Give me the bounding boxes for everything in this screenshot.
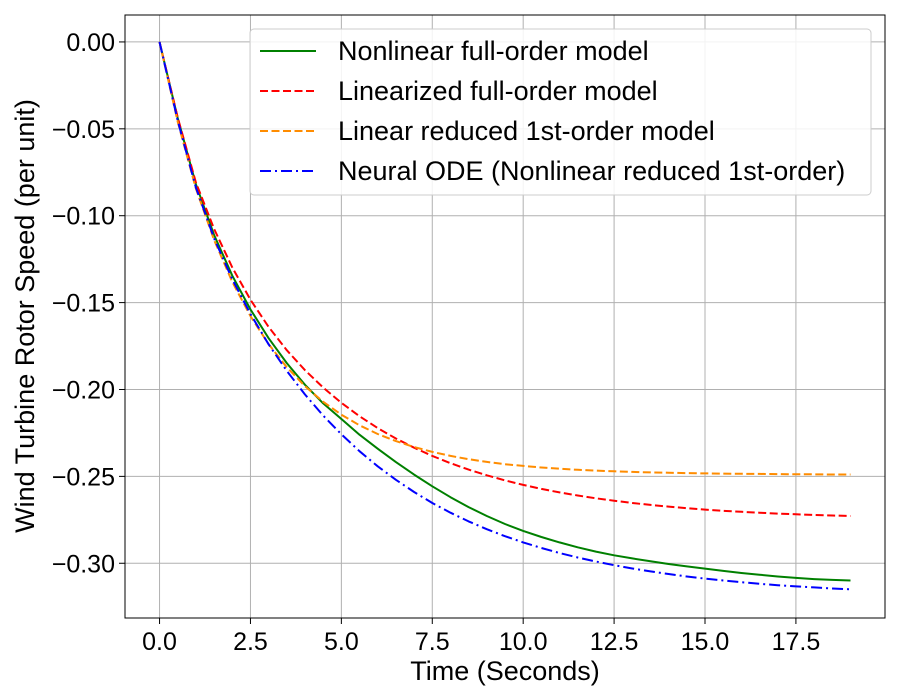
y-tick-label: −0.05 [52,116,115,144]
y-tick-label: 0.00 [66,29,115,57]
plot-frame [124,14,886,619]
series-line [158,41,851,517]
legend-box [249,28,872,196]
x-tick-label: 7.5 [415,628,450,656]
y-tick-label: −0.20 [52,376,115,404]
series-lines [158,41,851,591]
x-tick-label: 10.0 [499,628,548,656]
x-tick-label: 15.0 [681,628,730,656]
y-tick-label: −0.15 [52,290,115,318]
series-line [158,41,851,476]
series-line [158,41,851,591]
legend-label: Neural ODE (Nonlinear reduced 1st-order) [338,156,845,186]
y-tick-label: −0.10 [52,203,115,231]
legend-label: Nonlinear full-order model [338,36,649,66]
x-tick-label: 2.5 [233,628,268,656]
x-tick-label: 12.5 [590,628,639,656]
x-tick-label: 17.5 [772,628,821,656]
x-axis-ticks: 0.0 2.5 5.0 7.5 10.0 12.5 15.0 17.5 [142,618,820,656]
x-tick-label: 5.0 [324,628,359,656]
legend-label: Linear reduced 1st-order model [338,116,715,146]
y-axis-label: Wind Turbine Rotor Speed (per unit) [10,99,40,533]
x-tick-label: 0.0 [142,628,177,656]
x-axis-label: Time (Seconds) [410,656,600,686]
y-tick-label: −0.30 [52,550,115,578]
legend-label: Linearized full-order model [338,76,658,106]
y-axis-ticks: 0.00 −0.05 −0.10 −0.15 −0.20 −0.25 −0.30 [52,29,125,578]
legend: Nonlinear full-order model Linearized ful… [249,28,872,196]
y-tick-label: −0.25 [52,463,115,491]
series-line [158,41,851,582]
